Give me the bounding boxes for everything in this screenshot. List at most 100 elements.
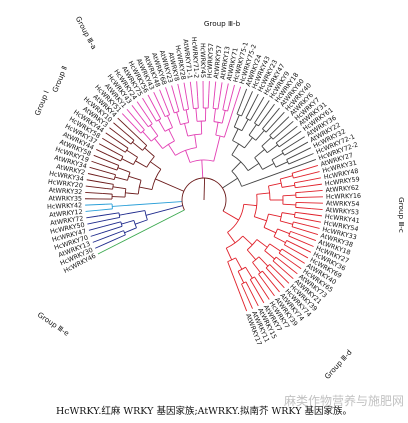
clade-branch (241, 107, 246, 117)
leaf-branch (286, 257, 302, 270)
clade-branch (254, 276, 263, 289)
clade-branch (236, 101, 243, 115)
leaf-branch (165, 87, 172, 104)
clade-branch (294, 179, 309, 184)
group-label-1: Group Ⅰ (33, 89, 51, 117)
clade-branch (225, 247, 233, 261)
leaf-branch (270, 111, 285, 128)
group-stem (116, 209, 185, 245)
clade-branch (295, 211, 308, 215)
clade-branch (295, 185, 306, 189)
clade-branch (101, 208, 113, 211)
clade-arc (263, 213, 269, 228)
leaf-branch (280, 120, 294, 133)
leaf-branch (87, 173, 106, 178)
watermark-text: 麻类作物营养与施肥网 (283, 394, 404, 408)
clade-arc (133, 220, 137, 228)
clade-branch (112, 186, 126, 190)
clade-arc (156, 118, 161, 122)
clade-branch (280, 175, 293, 180)
clade-arc (162, 140, 175, 149)
leaf-branch (301, 190, 323, 193)
clade-branch (122, 137, 132, 145)
clade-branch (290, 230, 298, 235)
leaf-branch (301, 241, 314, 247)
clade-arc (144, 210, 148, 221)
clade-branch (114, 176, 128, 181)
clade-branch (272, 132, 281, 140)
clade-branch (275, 256, 289, 268)
group-label-3d: Group Ⅲ-d (323, 348, 354, 381)
leaf-branch (297, 147, 312, 155)
clade-branch (256, 192, 270, 195)
leaf-label: HcWRKY42 (47, 201, 82, 211)
clade-arc (279, 178, 283, 188)
leaf-branch (85, 185, 107, 189)
leaf-branch (281, 268, 294, 280)
clade-arc (175, 147, 197, 156)
clade-branch (265, 126, 272, 133)
clade-branch (254, 216, 267, 222)
clade-branch (217, 102, 220, 110)
clade-branch (268, 213, 282, 218)
leaf-branch (147, 94, 156, 110)
leaf-branch (102, 137, 120, 150)
clade-branch (286, 240, 296, 246)
clade-arc (271, 159, 277, 168)
clade-branch (106, 154, 121, 162)
clade-branch (111, 162, 119, 166)
root-branch (203, 177, 206, 201)
clade-branch (291, 169, 303, 174)
leaf-branch (280, 125, 298, 140)
clade-branch (148, 108, 157, 122)
clade-branch (268, 182, 282, 187)
clade-branch (227, 101, 231, 112)
leaf-branch (126, 108, 135, 118)
clade-branch (149, 161, 162, 170)
clade-branch (98, 212, 120, 217)
clade-branch (288, 235, 302, 242)
clade-branch (286, 153, 298, 160)
leaf-branch (300, 171, 320, 177)
leaf-branch (307, 225, 320, 229)
clade-branch (284, 244, 290, 249)
clade-branch (134, 126, 142, 134)
clade-branch (109, 230, 124, 237)
clade-branch (281, 212, 295, 216)
clade-arc (150, 135, 159, 142)
clade-branch (254, 116, 260, 124)
clade-branch (121, 220, 135, 225)
clade-arc (272, 256, 277, 262)
clade-arc (151, 168, 162, 190)
clade-branch (158, 119, 166, 132)
clade-branch (142, 131, 152, 142)
clade-branch (281, 184, 295, 188)
clade-branch (277, 228, 290, 235)
clade-branch (281, 248, 294, 257)
clade-arc (281, 150, 285, 156)
clade-branch (247, 162, 260, 171)
clade-branch (295, 206, 312, 210)
clade-branch (278, 252, 287, 259)
clade-branch (271, 152, 284, 161)
leaf-branch (86, 179, 101, 183)
clade-branch (235, 257, 243, 270)
leaf-branch (109, 127, 124, 139)
leaf-branch (302, 165, 319, 171)
leaf-label: AtWRKY54 (326, 199, 360, 208)
clade-branch (262, 120, 270, 130)
clade-arc (269, 135, 274, 140)
clade-branch (161, 110, 166, 117)
clade-arc (113, 174, 116, 180)
clade-branch (102, 193, 113, 195)
clade-branch (212, 97, 215, 109)
leaf-branch (289, 247, 309, 259)
clade-arc (254, 122, 259, 127)
clade-branch (213, 135, 221, 162)
clade-branch (258, 256, 269, 267)
clade-arc (241, 281, 247, 285)
leaf-branch (98, 143, 114, 152)
clade-branch (191, 92, 194, 109)
leaf-branch (87, 219, 107, 225)
clade-branch (237, 271, 245, 284)
